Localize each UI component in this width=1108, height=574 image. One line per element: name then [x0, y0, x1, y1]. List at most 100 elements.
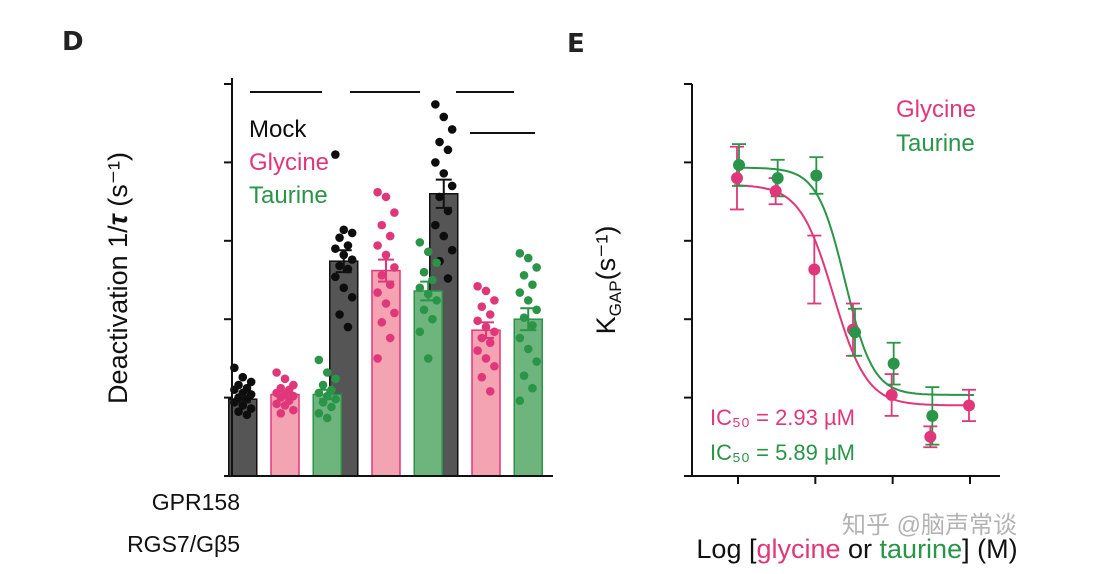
point-glycine — [373, 187, 382, 197]
panel-d: D Deactivation 1/τ (s⁻¹) Mock Glycine Ta… — [62, 27, 553, 557]
point-glycine — [373, 288, 382, 297]
fit-curve-taurine — [734, 166, 974, 396]
point-taurine — [415, 238, 425, 247]
point-glycine — [485, 387, 495, 396]
point-mock — [439, 231, 449, 241]
point-taurine — [415, 327, 425, 337]
point-mock — [435, 137, 444, 147]
data-point-glycine — [808, 263, 821, 276]
point-mock — [238, 372, 248, 382]
point-mock — [242, 410, 252, 420]
point-glycine — [280, 401, 290, 410]
point-glycine — [276, 408, 286, 418]
data-point-taurine — [887, 357, 900, 370]
point-glycine — [377, 270, 387, 280]
e-legend: Glycine Taurine — [896, 96, 976, 157]
point-mock — [447, 181, 457, 191]
point-taurine — [515, 288, 525, 297]
point-glycine — [485, 338, 495, 348]
point-taurine — [519, 313, 529, 322]
data-point-glycine — [731, 172, 743, 185]
point-glycine — [473, 346, 482, 355]
point-mock — [447, 245, 457, 255]
legend-glycine: Glycine — [249, 149, 329, 176]
data-point-taurine — [771, 172, 784, 185]
point-mock — [443, 274, 453, 283]
point-glycine — [289, 405, 298, 415]
point-taurine — [519, 371, 529, 380]
point-mock — [335, 261, 344, 271]
panel-d-letter: D — [62, 27, 84, 57]
legend-taurine: Taurine — [249, 182, 328, 209]
point-taurine — [523, 253, 533, 263]
point-taurine — [331, 394, 340, 404]
point-glycine — [390, 208, 399, 217]
row-label-gpr158: GPR158 — [152, 489, 240, 515]
point-taurine — [327, 402, 336, 412]
point-glycine — [385, 231, 395, 241]
point-glycine — [373, 241, 382, 250]
point-taurine — [432, 258, 441, 268]
legend-mock: Mock — [249, 116, 307, 143]
point-glycine — [390, 263, 399, 272]
point-taurine — [322, 413, 332, 423]
point-taurine — [528, 383, 537, 393]
point-taurine — [519, 270, 529, 280]
point-glycine — [481, 286, 491, 296]
point-glycine — [473, 316, 482, 326]
legend-glycine-e: Glycine — [896, 96, 976, 123]
point-glycine — [272, 368, 281, 377]
panel-e-letter: E — [567, 29, 585, 59]
data-point-glycine — [885, 388, 898, 401]
point-mock — [347, 228, 357, 238]
point-taurine — [331, 374, 340, 384]
point-mock — [439, 112, 449, 122]
point-taurine — [428, 314, 437, 324]
point-mock — [246, 377, 256, 387]
panel-e: E KGAP(s⁻¹) Log [glycine or taurine] (M)… — [567, 29, 1018, 564]
bar-taurine-group-2 — [413, 290, 443, 477]
row-label-rgs7: RGS7/Gβ5 — [127, 531, 240, 557]
point-mock — [331, 150, 340, 159]
point-glycine — [373, 354, 382, 363]
bar-taurine-group-1 — [312, 393, 342, 477]
point-mock — [246, 404, 256, 413]
point-taurine — [423, 247, 433, 257]
data-point-glycine — [963, 399, 975, 412]
point-glycine — [381, 250, 391, 260]
point-glycine — [381, 299, 391, 308]
fit-curve-glycine — [734, 184, 974, 407]
legend-taurine-e: Taurine — [896, 130, 975, 157]
point-glycine — [381, 192, 391, 202]
point-glycine — [481, 354, 491, 363]
ic50-taurine-label: IC₅₀ = 5.89 µM — [710, 440, 855, 465]
d-legend: Mock Glycine Taurine — [249, 116, 329, 209]
point-mock — [343, 322, 353, 332]
point-taurine — [515, 333, 525, 343]
point-taurine — [532, 263, 541, 272]
point-mock — [335, 233, 344, 242]
ic50-glycine-label: IC₅₀ = 2.93 µM — [710, 405, 855, 430]
point-glycine — [377, 220, 387, 230]
point-taurine — [314, 408, 324, 418]
point-taurine — [515, 396, 525, 406]
point-taurine — [532, 357, 541, 366]
data-point-taurine — [810, 169, 823, 182]
point-taurine — [523, 296, 533, 305]
point-glycine — [280, 374, 290, 384]
point-taurine — [532, 305, 541, 315]
point-taurine — [419, 305, 429, 315]
point-mock — [339, 283, 349, 293]
point-taurine — [415, 283, 425, 293]
point-taurine — [322, 368, 332, 377]
data-point-taurine — [926, 409, 939, 422]
point-mock — [443, 145, 453, 155]
data-point-glycine — [769, 185, 782, 198]
point-mock — [343, 241, 353, 250]
point-taurine — [419, 267, 429, 277]
point-glycine — [490, 327, 499, 337]
point-mock — [339, 225, 349, 235]
point-mock — [447, 125, 457, 134]
point-taurine — [515, 249, 525, 258]
